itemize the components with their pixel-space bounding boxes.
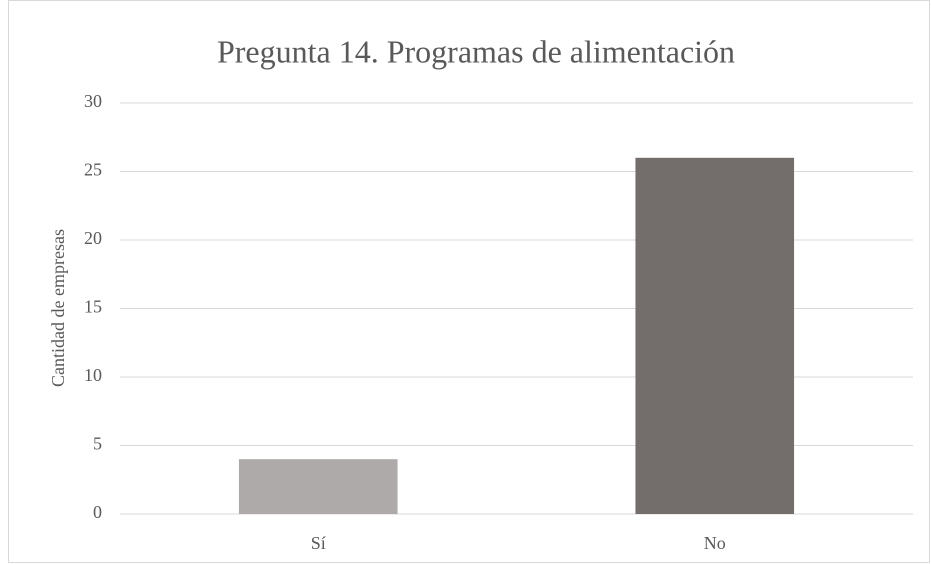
x-tick-label: No xyxy=(704,533,726,553)
bar xyxy=(635,157,795,515)
chart-border xyxy=(8,0,930,563)
y-tick-label: 15 xyxy=(84,297,102,317)
y-tick-label: 5 xyxy=(93,434,102,454)
y-axis-label: Cantidad de empresas xyxy=(48,229,68,387)
y-tick-label: 20 xyxy=(84,228,102,248)
bar xyxy=(238,459,398,514)
chart-title: Pregunta 14. Programas de alimentación xyxy=(217,33,735,69)
y-tick-label: 0 xyxy=(93,502,102,522)
x-tick-label: Sí xyxy=(311,533,326,553)
y-tick-label: 10 xyxy=(84,365,102,385)
y-tick-label: 30 xyxy=(84,91,102,111)
y-tick-label: 25 xyxy=(84,160,102,180)
